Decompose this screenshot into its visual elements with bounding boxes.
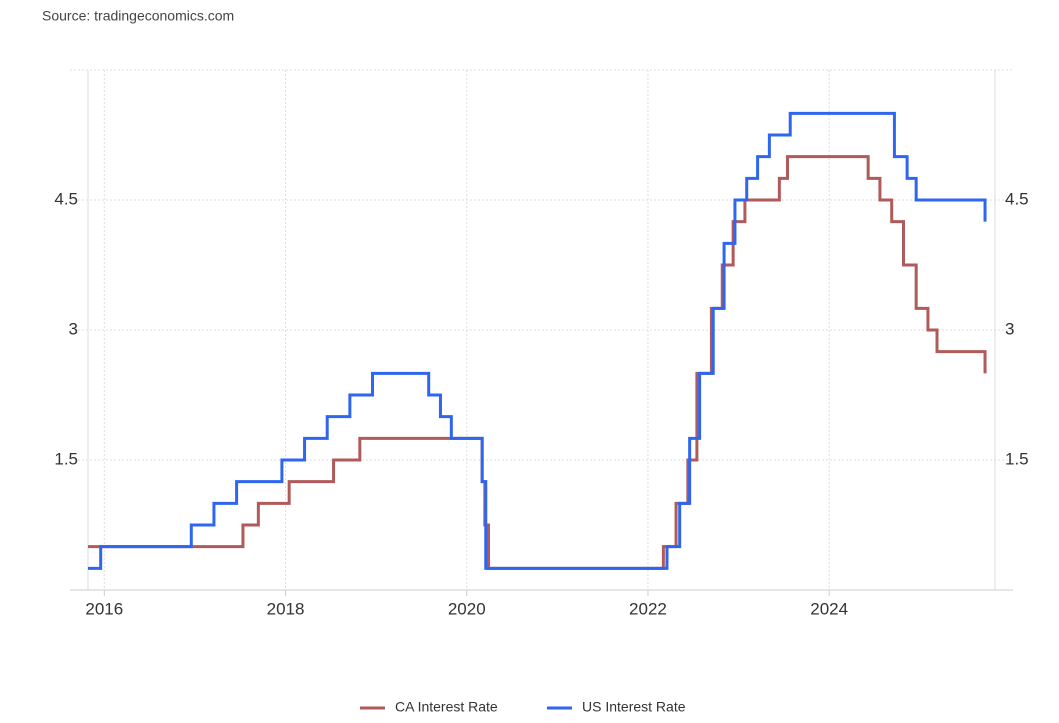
y2-tick-label: 1.5 — [1005, 449, 1029, 468]
y-tick-label: 4.5 — [54, 189, 78, 208]
legend-label: CA Interest Rate — [395, 699, 498, 715]
y2-tick-label: 3 — [1005, 319, 1014, 338]
x-tick-label: 2024 — [810, 599, 848, 618]
source: Source: tradingeconomics.com — [42, 8, 234, 24]
x-tick-label: 2016 — [85, 599, 123, 618]
series-line — [88, 155, 987, 570]
x-tick-label: 2022 — [629, 599, 667, 618]
x-tick-label: 2020 — [448, 599, 486, 618]
y-tick-label: 1.5 — [54, 449, 78, 468]
legend-label: US Interest Rate — [582, 699, 686, 715]
y2-tick-label: 4.5 — [1005, 189, 1029, 208]
series-line — [88, 111, 987, 570]
x-tick-label: 2018 — [267, 599, 305, 618]
y-tick-label: 3 — [69, 319, 78, 338]
